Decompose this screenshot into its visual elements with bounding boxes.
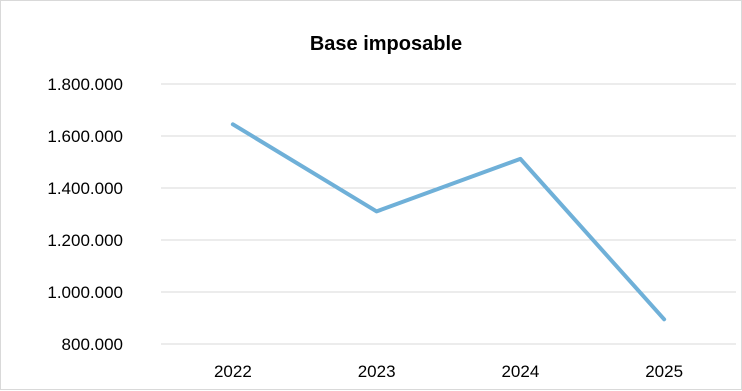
x-tick-label: 2023	[358, 362, 396, 381]
y-tick-label: 1.600.000	[47, 127, 123, 146]
series-line	[230, 122, 667, 322]
y-tick-label: 1.000.000	[47, 283, 123, 302]
chart-title: Base imposable	[310, 33, 462, 55]
y-tick-label: 800.000	[62, 335, 123, 354]
y-axis-tick-labels: 800.000 1.000.000 1.200.000 1.400.000 1.600.…	[47, 75, 123, 354]
y-tick-label: 1.800.000	[47, 75, 123, 94]
x-tick-label: 2025	[645, 362, 683, 381]
x-axis-tick-labels: 2022 2023 2024 2025	[214, 362, 683, 381]
gridlines	[161, 83, 736, 345]
x-tick-label: 2024	[501, 362, 539, 381]
y-tick-label: 1.200.000	[47, 231, 123, 250]
series-layer	[230, 122, 667, 322]
y-tick-label: 1.400.000	[47, 179, 123, 198]
x-tick-label: 2022	[214, 362, 252, 381]
